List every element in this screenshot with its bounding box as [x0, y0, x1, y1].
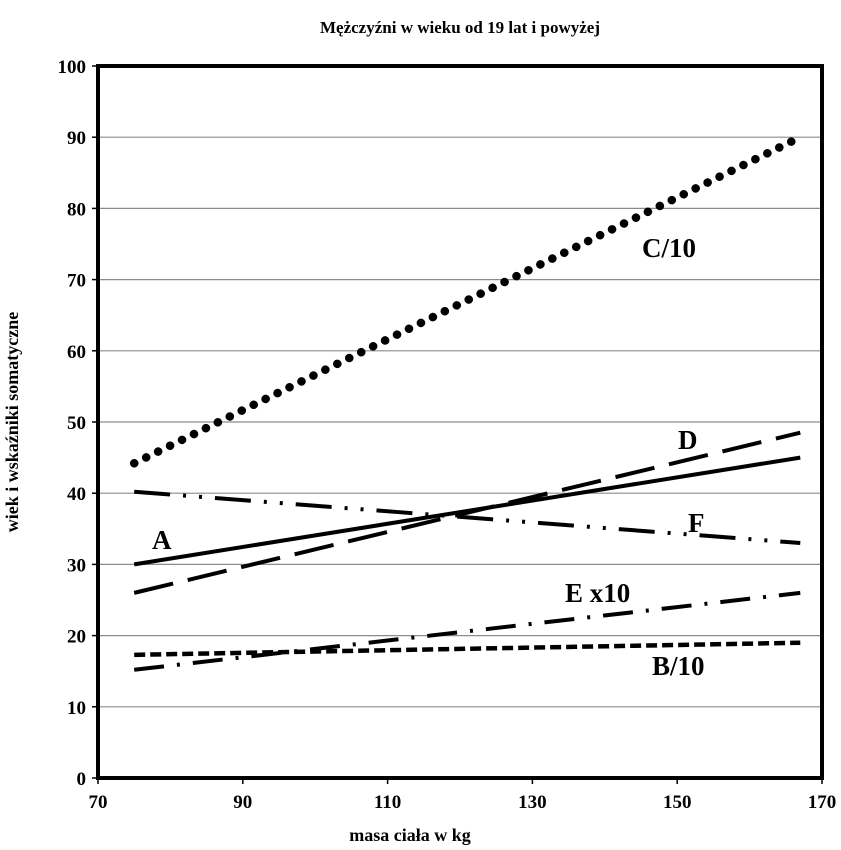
series-lines — [129, 132, 805, 672]
y-tick-label: 70 — [67, 271, 86, 292]
x-tick-label: 90 — [233, 792, 252, 813]
x-tick-labels: 70 90 110 130 150 170 — [89, 792, 837, 813]
y-tick-label: 10 — [67, 698, 86, 719]
grid-lines — [92, 65, 823, 784]
chart-title: Mężczyźni w wieku od 19 lat i powyżej — [320, 18, 600, 37]
series-line-4 — [133, 590, 801, 672]
series-label: E x10 — [565, 578, 630, 608]
x-tick-label: 130 — [518, 792, 547, 813]
series-label: D — [678, 425, 698, 455]
series-label: B/10 — [652, 651, 705, 681]
x-tick-label: 150 — [663, 792, 692, 813]
y-tick-label: 90 — [67, 128, 86, 149]
plot-frame — [96, 64, 824, 780]
y-tick-label: 80 — [67, 199, 86, 220]
y-tick-label: 0 — [77, 769, 87, 790]
y-tick-labels: 0 10 20 30 40 50 60 70 80 90 100 — [58, 57, 87, 790]
series-line-2 — [129, 132, 805, 468]
series-line-5 — [134, 489, 801, 546]
y-tick-label: 100 — [58, 57, 87, 78]
x-tick-label: 70 — [89, 792, 108, 813]
axes — [96, 64, 824, 780]
y-tick-label: 20 — [67, 627, 86, 648]
y-axis-label: wiek i wskaźniki somatyczne — [2, 312, 22, 533]
x-axis-label: masa ciała w kg — [349, 825, 471, 845]
series-labels: A B/10 C/10 D E x10 F — [152, 233, 705, 681]
series-label: C/10 — [642, 233, 696, 263]
y-tick-label: 40 — [67, 484, 86, 505]
x-tick-label: 110 — [374, 792, 401, 813]
series-label: A — [152, 525, 172, 555]
series-label: F — [688, 508, 705, 538]
x-tick-label: 170 — [808, 792, 837, 813]
y-tick-label: 30 — [67, 555, 86, 576]
y-tick-label: 60 — [67, 342, 86, 363]
y-tick-label: 50 — [67, 413, 86, 434]
series-line-3 — [133, 430, 801, 595]
